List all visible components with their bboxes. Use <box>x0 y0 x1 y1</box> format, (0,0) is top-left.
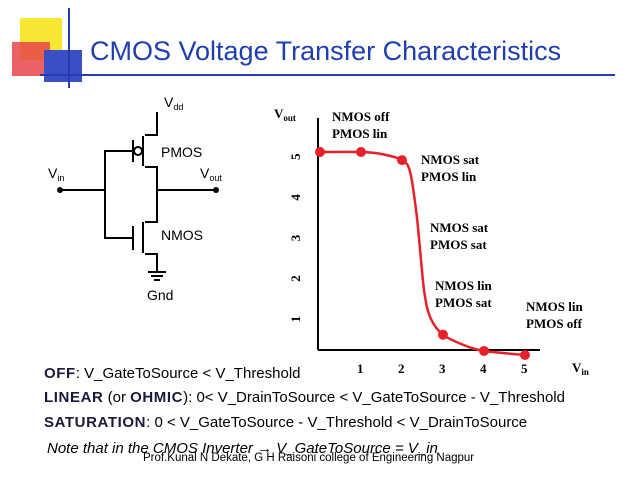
y-axis-label: Vout <box>274 106 296 123</box>
linear-definition: LINEAR (or OHMIC): 0< V_DrainToSource < … <box>44 389 565 406</box>
curve-marker-3 <box>397 155 407 166</box>
ohmic-keyword: OHMIC <box>130 389 184 406</box>
saturation-keyword: SATURATION <box>44 414 147 431</box>
region-2-line-1: NMOS sat <box>421 152 480 167</box>
inverter-note: Note that in the CMOS Inverter → V_GateT… <box>47 440 438 457</box>
region-label-3: NMOS sat PMOS sat <box>430 220 489 252</box>
region-label-5: NMOS lin PMOS off <box>526 299 583 331</box>
saturation-definition: SATURATION: 0 < V_GateToSource - V_Thres… <box>44 414 527 431</box>
region-5-line-2: PMOS off <box>526 316 583 331</box>
y-tick-5: 5 <box>288 153 303 160</box>
curve-markers <box>315 147 530 360</box>
pmos-drain <box>145 166 158 190</box>
region-3-line-2: PMOS sat <box>430 237 487 252</box>
region-label-2: NMOS sat PMOS lin <box>421 152 480 184</box>
linear-keyword: LINEAR <box>44 389 104 406</box>
vdd-label: Vdd <box>164 94 183 112</box>
curve-marker-4 <box>438 329 448 340</box>
pmos-label: PMOS <box>161 144 202 160</box>
curve-marker-1 <box>315 147 325 157</box>
vin-node <box>57 187 63 193</box>
region-2-line-2: PMOS lin <box>421 169 477 184</box>
deco-vertical-line <box>68 8 70 88</box>
off-keyword: OFF <box>44 365 76 382</box>
region-1-line-1: NMOS off <box>332 109 390 124</box>
x-axis-label: Vin <box>572 360 589 377</box>
off-definition: OFF: V_GateToSource < V_Threshold <box>44 365 301 382</box>
vtc-curve <box>319 150 526 357</box>
deco-blue-square <box>44 50 82 82</box>
linear-text: ): 0< V_DrainToSource < V_GateToSource -… <box>183 389 565 406</box>
region-3-line-1: NMOS sat <box>430 220 489 235</box>
off-text: : V_GateToSource < V_Threshold <box>75 365 301 382</box>
curve-marker-2 <box>356 147 366 157</box>
x-tick-3: 3 <box>439 361 446 376</box>
vout-node <box>213 187 219 193</box>
curve-marker-6 <box>520 350 530 360</box>
region-5-line-1: NMOS lin <box>526 299 583 314</box>
title-underline <box>40 74 615 76</box>
region-4-line-2: PMOS sat <box>435 295 492 310</box>
y-tick-1: 1 <box>288 316 303 323</box>
credit-footer: Prof.Kunal N Dekate, G H Raisoni college… <box>143 452 475 464</box>
x-tick-labels: 1 2 3 4 5 <box>357 361 528 376</box>
x-tick-2: 2 <box>398 361 405 376</box>
nmos-drain <box>145 190 158 223</box>
gate-wire <box>104 150 133 239</box>
pmos-source <box>145 127 158 136</box>
region-1-line-2: PMOS lin <box>332 126 388 141</box>
region-label-4: NMOS lin PMOS sat <box>435 278 492 310</box>
gnd-label: Gnd <box>147 287 173 303</box>
nmos-source <box>145 253 158 272</box>
x-tick-5: 5 <box>521 361 528 376</box>
nmos-label: NMOS <box>161 227 203 243</box>
y-tick-2: 2 <box>288 275 303 282</box>
vout-label: Vout <box>200 165 222 183</box>
region-4-line-1: NMOS lin <box>435 278 492 293</box>
vin-label: Vin <box>48 165 64 183</box>
curve-marker-5 <box>479 345 489 356</box>
pmos-gate-bubble <box>133 146 143 156</box>
x-tick-4: 4 <box>480 361 487 376</box>
saturation-text: : 0 < V_GateToSource - V_Threshold < V_D… <box>146 414 528 431</box>
y-tick-4: 4 <box>288 194 303 201</box>
region-label-1: NMOS off PMOS lin <box>332 109 390 141</box>
x-tick-1: 1 <box>357 361 364 376</box>
page-title: CMOS Voltage Transfer Characteristics <box>90 36 562 66</box>
linear-open-text: (or <box>103 389 131 406</box>
y-tick-labels: 1 2 3 4 5 <box>288 153 303 322</box>
deco-red-square <box>12 42 50 76</box>
y-tick-3: 3 <box>288 234 303 241</box>
cmos-circuit <box>60 112 216 281</box>
